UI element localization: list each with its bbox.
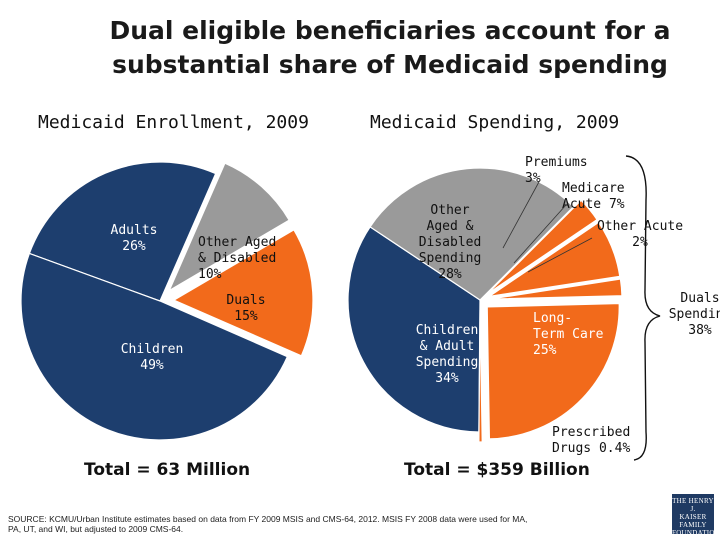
spending-label-long-term-care: Long-Term Care 25% <box>533 311 604 358</box>
spending-total: Total = $359 Billion <box>404 460 590 480</box>
spending-label-premiums-line: Premiums <box>525 155 588 170</box>
spending-label-long-term-care-line: Term Care <box>533 327 604 342</box>
enrollment-label-adults-line: 26% <box>122 239 146 254</box>
pie-slice-other-aged-disabled <box>168 162 291 292</box>
title-line-2: substantial share of Medicaid spending <box>112 50 668 79</box>
enrollment-total: Total = 63 Million <box>84 460 251 480</box>
duals-bracket <box>625 155 661 461</box>
enrollment-label-adults-line: Adults <box>111 223 158 238</box>
spending-label-premiums-line: 3% <box>525 171 541 186</box>
spending-chart-title: Medicaid Spending, 2009 <box>370 112 620 133</box>
kaiser-foundation-logo: THE HENRY J. KAISER FAMILY FOUNDATION <box>672 494 720 537</box>
enrollment-label-duals-line: Duals <box>226 293 265 308</box>
spending-label-medicare-acute-line: Medicare <box>562 181 625 196</box>
spending-label-other-aged: Other Aged & Disabled Spending 28% <box>419 203 482 282</box>
slide-title: Dual eligible beneficiaries account for … <box>40 14 720 82</box>
duals-spending-label-line: Spending <box>669 307 720 322</box>
spending-label-other-acute: Other Acute 2% <box>597 219 683 250</box>
leader-line <box>527 237 593 273</box>
pie-slice-other-aged-disabled-spending <box>369 167 575 301</box>
enrollment-label-children-line: 49% <box>140 358 164 373</box>
spending-label-premiums: Premiums 3% <box>525 155 588 186</box>
pie-slice-duals <box>172 229 314 357</box>
leader-line <box>513 204 567 264</box>
spending-label-children-adult-line: Spending <box>416 355 479 370</box>
spending-label-long-term-care-line: Long- <box>533 311 572 326</box>
enrollment-label-adults: Adults 26% <box>111 223 158 254</box>
enrollment-label-other-aged-line: Other Aged <box>198 235 276 250</box>
enrollment-label-duals-line: 15% <box>234 309 258 324</box>
spending-label-long-term-care-line: 25% <box>533 343 557 358</box>
pie-slice-prescribed-drugs <box>478 309 483 443</box>
enrollment-chart-title: Medicaid Enrollment, 2009 <box>38 112 309 133</box>
spending-label-other-aged-line: Aged & <box>427 219 474 234</box>
duals-spending-label-line: 38% <box>688 323 712 338</box>
title-line-1: Dual eligible beneficiaries account for … <box>109 16 671 45</box>
spending-label-other-acute-line: Other Acute <box>597 219 683 234</box>
spending-label-children-adult-line: & Adult <box>420 339 475 354</box>
spending-label-children-adult-line: 34% <box>435 371 459 386</box>
enrollment-label-other-aged-line: & Disabled <box>198 251 276 266</box>
spending-label-children-adult-line: Children <box>416 323 479 338</box>
spending-label-medicare-acute: Medicare Acute 7% <box>562 181 625 212</box>
spending-label-medicare-acute-line: Acute 7% <box>562 197 625 212</box>
enrollment-label-other-aged: Other Aged & Disabled 10% <box>198 235 276 282</box>
logo-line: KAISER <box>679 513 707 521</box>
enrollment-label-children: Children 49% <box>121 342 184 373</box>
pie-slice-premiums <box>487 199 598 295</box>
duals-spending-label: DualsSpending38% <box>669 291 720 338</box>
duals-spending-label-line: Duals <box>680 291 719 306</box>
spending-label-other-acute-line: 2% <box>632 235 648 250</box>
spending-label-other-aged-line: 28% <box>438 267 462 282</box>
spending-label-prescribed-drugs: Prescribed Drugs 0.4% <box>552 425 630 456</box>
spending-label-other-aged-line: Other <box>430 203 469 218</box>
spending-label-other-aged-line: Spending <box>419 251 482 266</box>
spending-label-other-aged-line: Disabled <box>419 235 482 250</box>
logo-line: FAMILY <box>679 521 707 529</box>
pie-slice-children <box>20 252 289 441</box>
enrollment-label-duals: Duals 15% <box>226 293 265 324</box>
logo-line: FOUNDATION <box>672 529 720 537</box>
pie-slice-other-acute <box>489 278 623 300</box>
enrollment-label-other-aged-line: 10% <box>198 267 222 282</box>
leader-line <box>502 179 541 249</box>
spending-label-children-adult: Children & Adult Spending 34% <box>416 323 479 386</box>
pie-slice-adults <box>28 161 217 302</box>
pie-slice-long-term-care <box>486 302 620 440</box>
spending-label-prescribed-drugs-line: Drugs 0.4% <box>552 441 630 456</box>
enrollment-label-children-line: Children <box>121 342 184 357</box>
spending-label-prescribed-drugs-line: Prescribed <box>552 425 630 440</box>
source-note: SOURCE: KCMU/Urban Institute estimates b… <box>8 514 528 534</box>
logo-line: THE HENRY J. <box>672 497 714 513</box>
